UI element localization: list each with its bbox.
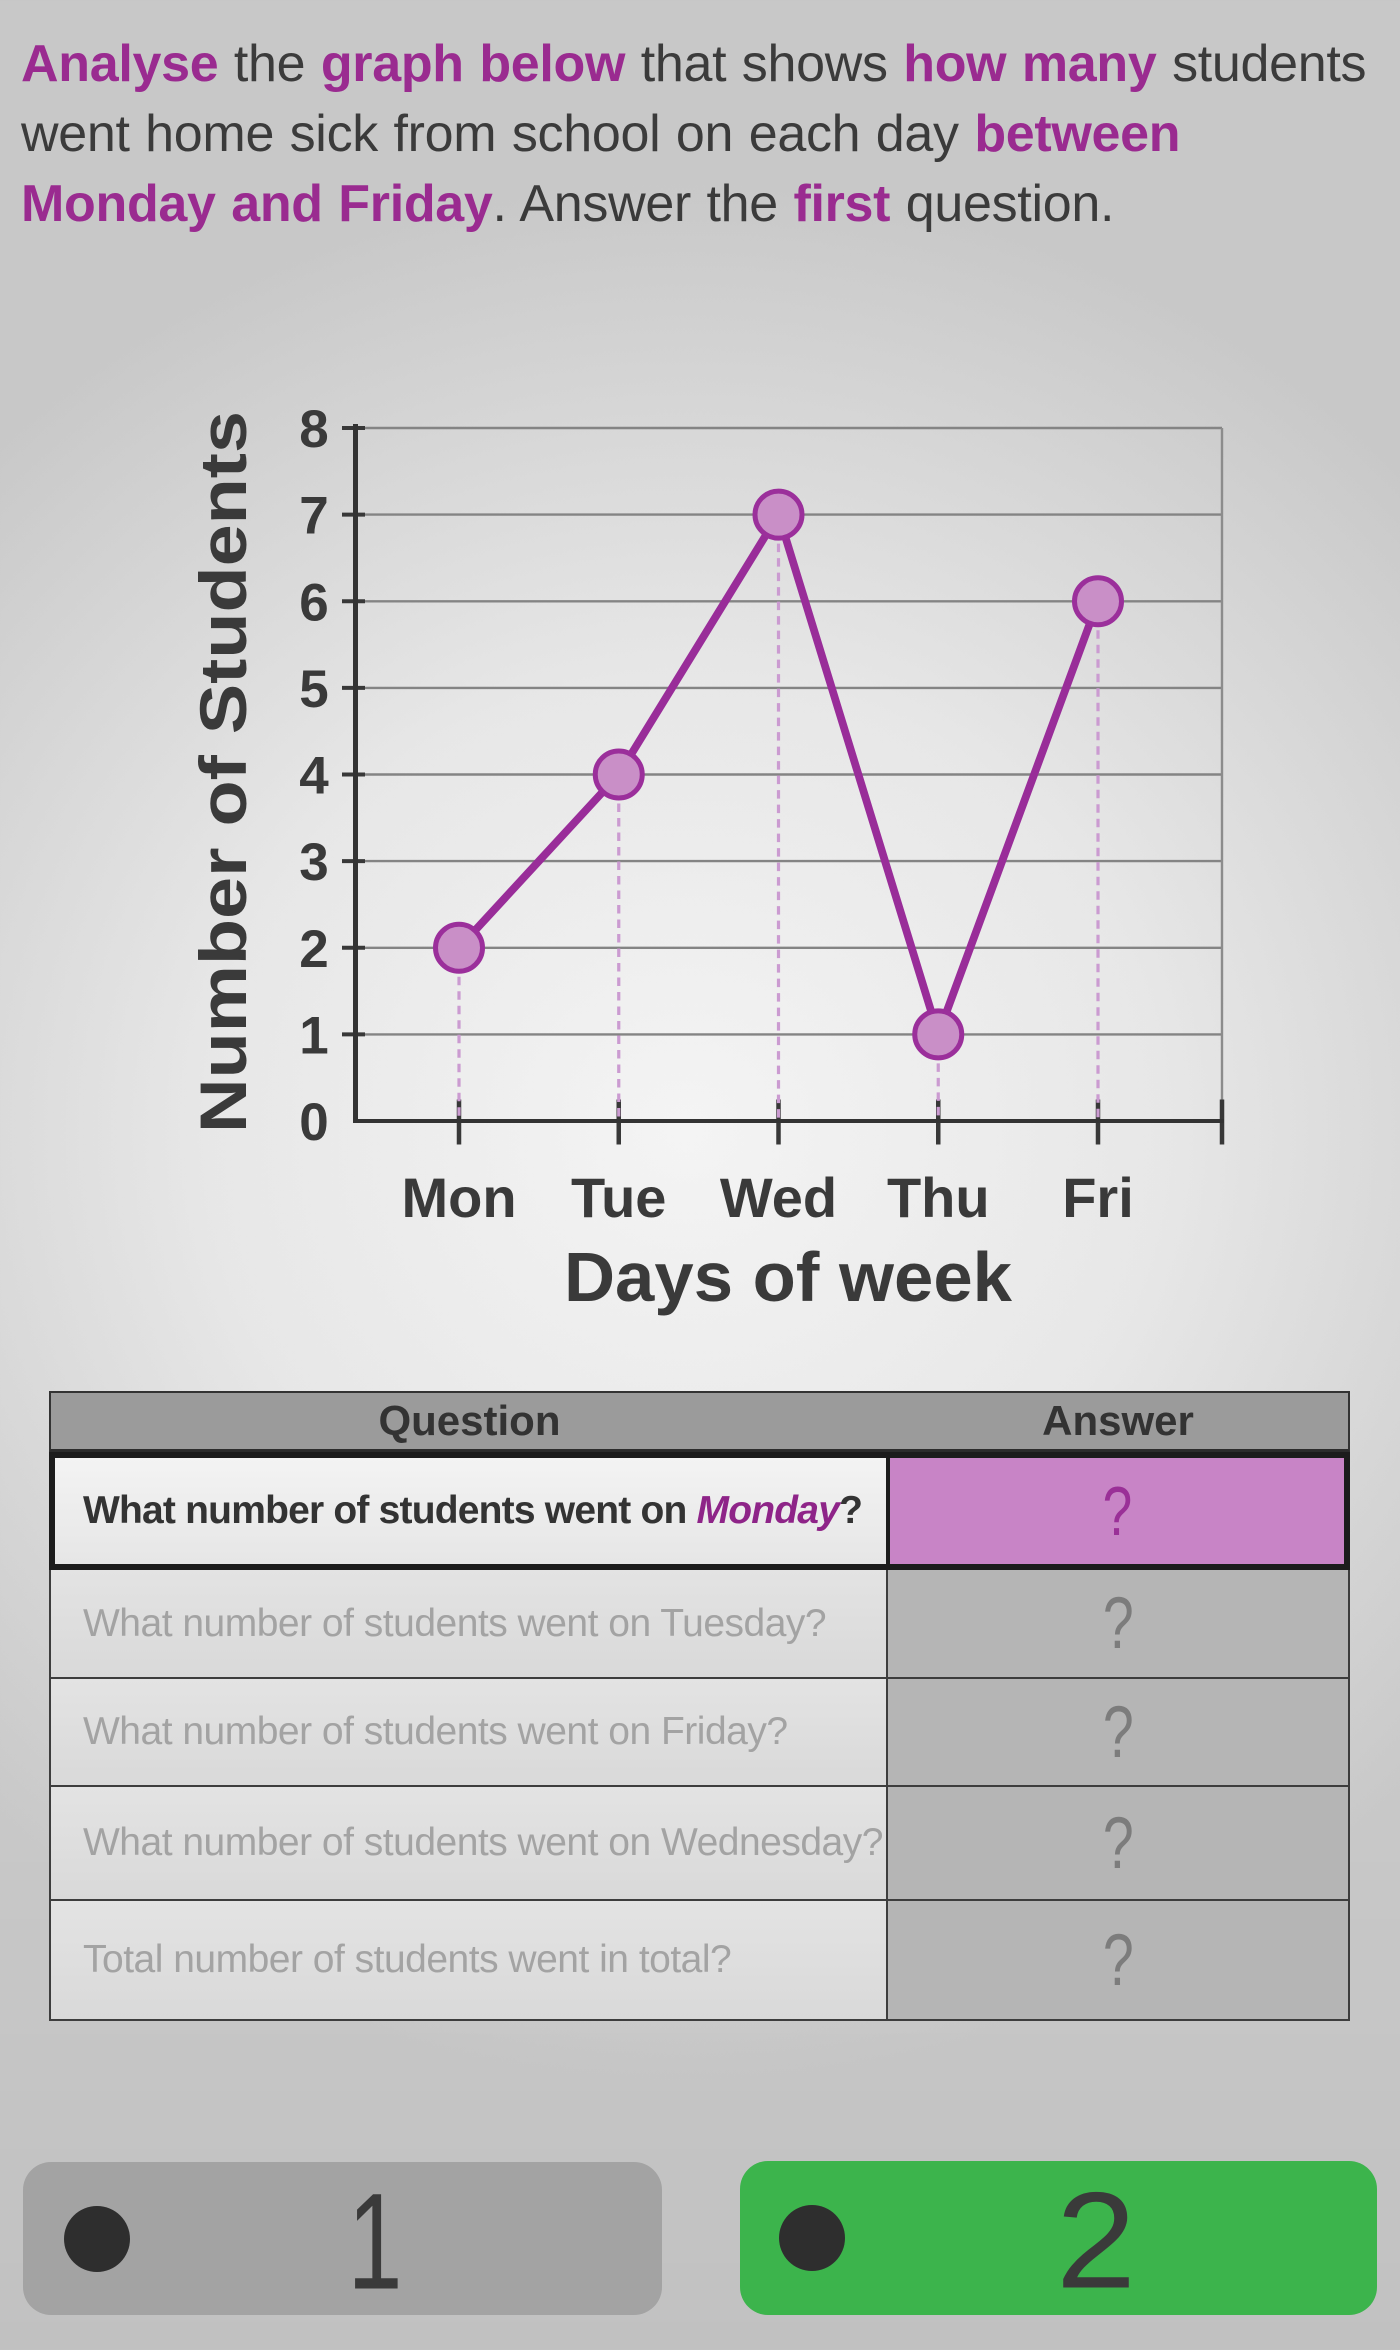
svg-text:2: 2 [299,920,328,979]
svg-text:Number of Students: Number of Students [186,411,260,1133]
svg-text:0: 0 [299,1093,328,1152]
svg-text:7: 7 [299,487,328,546]
svg-text:Fri: Fri [1062,1166,1134,1229]
svg-text:1: 1 [299,1006,328,1065]
svg-text:5: 5 [299,660,328,719]
svg-text:Days of week: Days of week [564,1238,1012,1316]
svg-text:6: 6 [299,573,328,632]
svg-text:Tue: Tue [571,1166,666,1229]
svg-text:Thu: Thu [887,1166,990,1229]
svg-text:Mon: Mon [401,1166,516,1229]
svg-text:4: 4 [299,747,329,806]
svg-text:8: 8 [299,400,328,459]
svg-text:Wed: Wed [720,1166,837,1229]
svg-text:3: 3 [299,833,328,892]
